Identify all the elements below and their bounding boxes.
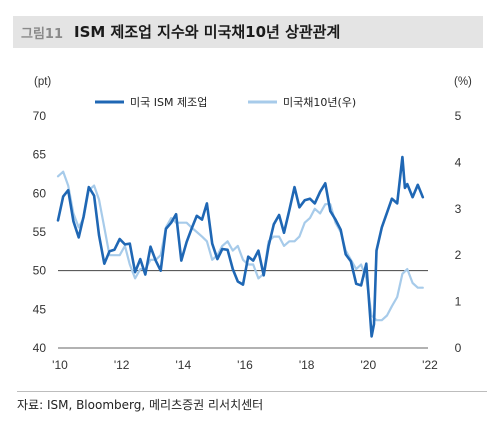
x-tick-label: '16 [237,358,253,372]
series-lines [56,155,425,338]
right-tick-label: 1 [455,295,462,309]
series-line-treasury [56,170,424,322]
source-note: 자료: ISM, Bloomberg, 메리츠증권 리서치센터 [17,398,264,412]
right-tick-label: 4 [455,155,462,169]
right-tick-label: 2 [455,248,462,262]
series-line-ism [56,155,425,338]
left-axis-unit: (pt) [34,76,51,88]
left-axis-ticks: 40 45 50 55 60 65 70 [33,109,47,355]
x-tick-label: '12 [114,358,130,372]
right-tick-label: 0 [455,341,462,355]
right-axis-ticks: 0 1 2 3 4 5 [455,109,462,355]
x-tick-label: '14 [176,358,192,372]
figure-number: 그림11 [21,27,64,42]
right-tick-label: 5 [455,109,462,123]
left-tick-label: 50 [33,264,47,278]
chart-title: ISM 제조업 지수와 미국채10년 상관관계 [74,23,341,41]
left-tick-label: 60 [33,186,47,200]
source-divider [17,391,487,392]
x-tick-label: '10 [52,358,68,372]
x-axis-ticks: '10 '12 '14 '16 '18 '20 '22 [52,358,438,372]
title-bar: 그림11 ISM 제조업 지수와 미국채10년 상관관계 [13,16,483,48]
right-axis-unit: (%) [454,76,472,88]
left-tick-label: 55 [33,225,47,239]
legend: 미국 ISM 제조업 미국채10년(우) [95,96,356,109]
legend-label-treasury: 미국채10년(우) [283,96,356,109]
left-tick-label: 45 [33,302,47,316]
x-tick-label: '22 [422,358,438,372]
right-tick-label: 3 [455,202,462,216]
left-tick-label: 65 [33,148,47,162]
x-tick-label: '18 [299,358,315,372]
legend-label-ism: 미국 ISM 제조업 [130,96,207,109]
x-tick-label: '20 [361,358,377,372]
left-tick-label: 70 [33,109,47,123]
left-tick-label: 40 [33,341,47,355]
